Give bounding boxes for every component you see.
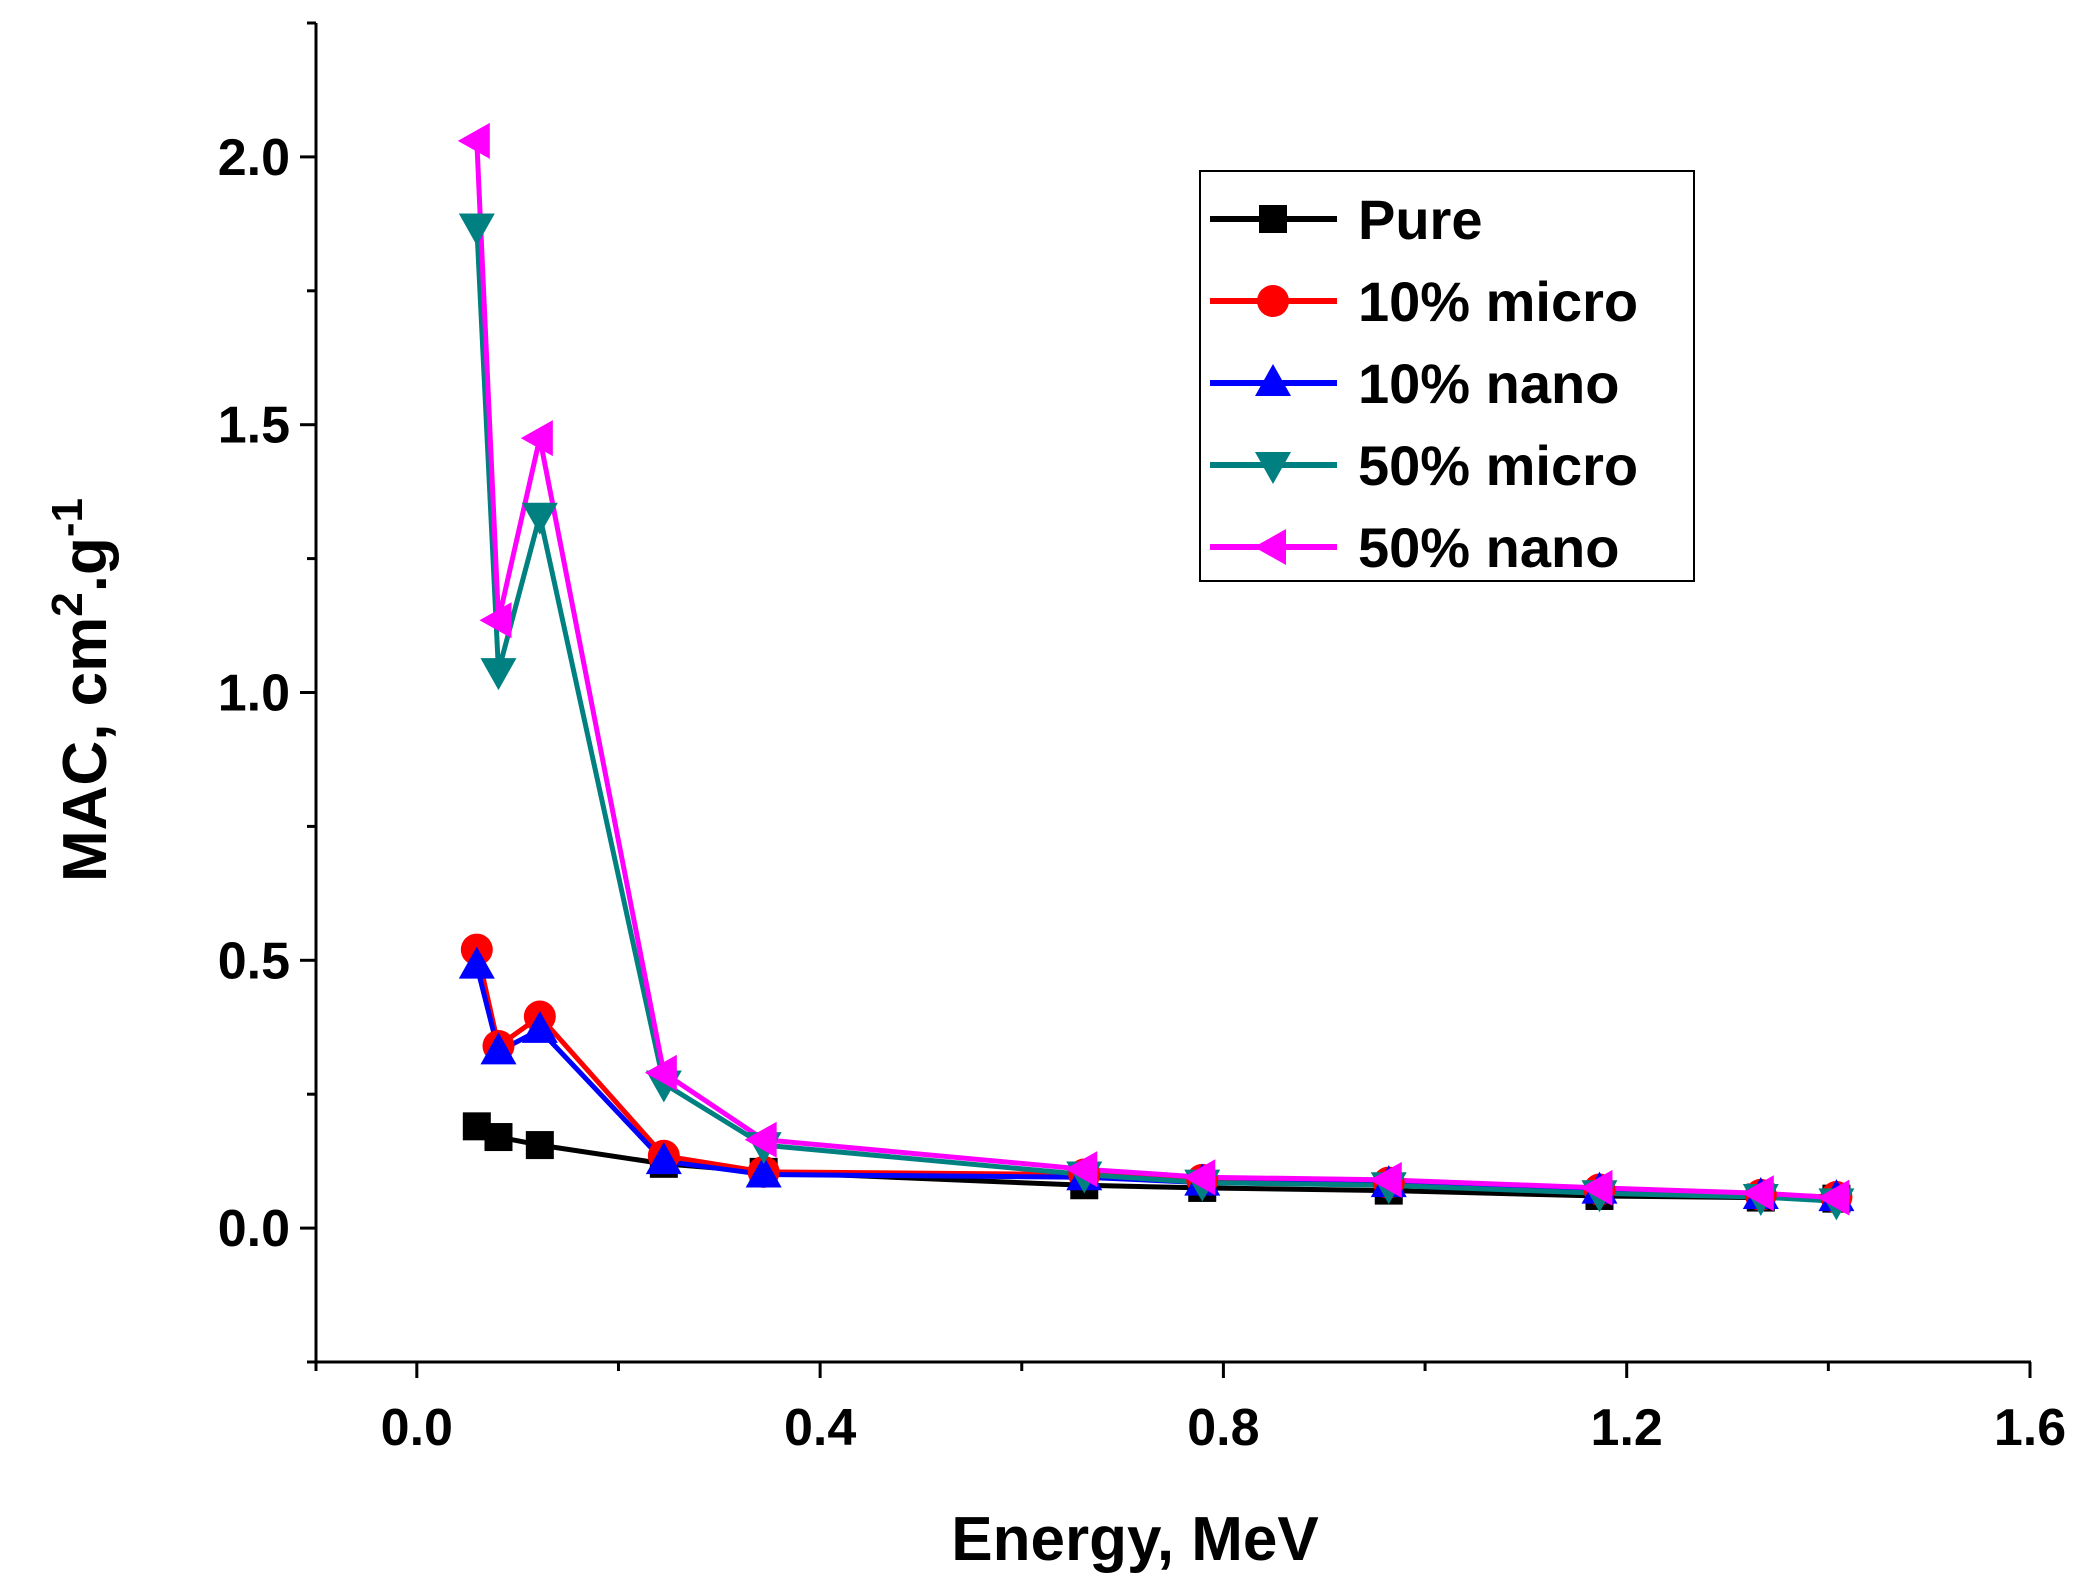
y-tick-label: 1.0: [218, 665, 290, 723]
axis-ticks: 0.0 0.4 0.8 1.2 1.6 0.0 0.5 1.0 1.5 2.0: [218, 21, 2066, 1457]
data-point-50-micro: [458, 213, 495, 246]
data-point-50-nano: [520, 420, 553, 457]
data-point-pure: [484, 1123, 513, 1152]
series-markers: [457, 122, 1855, 1221]
x-tick-label: 0.4: [784, 1399, 856, 1457]
data-point-10-nano: [521, 1010, 558, 1043]
y-tick-label: 0.5: [218, 932, 290, 990]
data-point-10-nano: [645, 1142, 682, 1175]
x-tick-label: 0.0: [381, 1399, 453, 1457]
legend-label-pure: Pure: [1358, 188, 1483, 251]
data-point-50-nano: [1369, 1161, 1402, 1198]
x-tick-label: 0.8: [1187, 1399, 1259, 1457]
y-tick-label: 1.5: [218, 397, 290, 455]
x-tick-label: 1.2: [1591, 1399, 1663, 1457]
legend-marker-50-micro: [1255, 452, 1291, 484]
y-axis-title: MAC, cm2.g-1: [43, 498, 120, 882]
data-point-50-nano: [1580, 1169, 1613, 1206]
y-axis-title-mid: .g: [51, 537, 120, 592]
y-tick-label: 2.0: [218, 129, 290, 187]
data-point-50-micro: [521, 502, 558, 535]
data-point-50-nano: [1065, 1151, 1098, 1188]
data-point-50-nano: [644, 1054, 677, 1091]
data-point-50-nano: [1183, 1159, 1216, 1196]
x-axis-title: Energy, MeV: [951, 1505, 1319, 1574]
legend-marker-50-nano: [1254, 529, 1286, 565]
legend: Pure 10% micro 10% nano 50% micro 50% nano: [1199, 170, 1695, 582]
data-point-50-nano: [479, 602, 512, 639]
y-axis-title-sup-2: -1: [43, 498, 92, 537]
x-tick-label: 1.6: [1994, 1399, 2066, 1457]
legend-label-50-nano: 50% nano: [1358, 516, 1619, 579]
legend-label-10-nano: 10% nano: [1358, 352, 1619, 415]
y-tick-label: 0.0: [218, 1200, 290, 1258]
data-point-10-nano: [745, 1155, 782, 1188]
data-point-50-nano: [744, 1121, 777, 1158]
data-point-50-nano: [1817, 1179, 1850, 1216]
legend-marker-10-nano: [1255, 364, 1291, 396]
legend-marker-pure: [1259, 205, 1287, 233]
legend-label-50-micro: 50% micro: [1358, 434, 1638, 497]
data-point-50-micro: [480, 658, 517, 691]
y-axis-title-sup-1: 2: [43, 592, 92, 616]
data-point-50-nano: [1741, 1175, 1774, 1212]
legend-marker-10-micro: [1257, 285, 1289, 317]
data-point-pure: [525, 1131, 554, 1160]
y-axis-title-main: MAC, cm: [51, 617, 120, 882]
data-point-10-nano: [480, 1032, 517, 1065]
legend-box: [1199, 170, 1695, 582]
data-point-50-nano: [457, 122, 490, 159]
data-point-10-nano: [458, 946, 495, 979]
legend-label-10-micro: 10% micro: [1358, 270, 1638, 333]
